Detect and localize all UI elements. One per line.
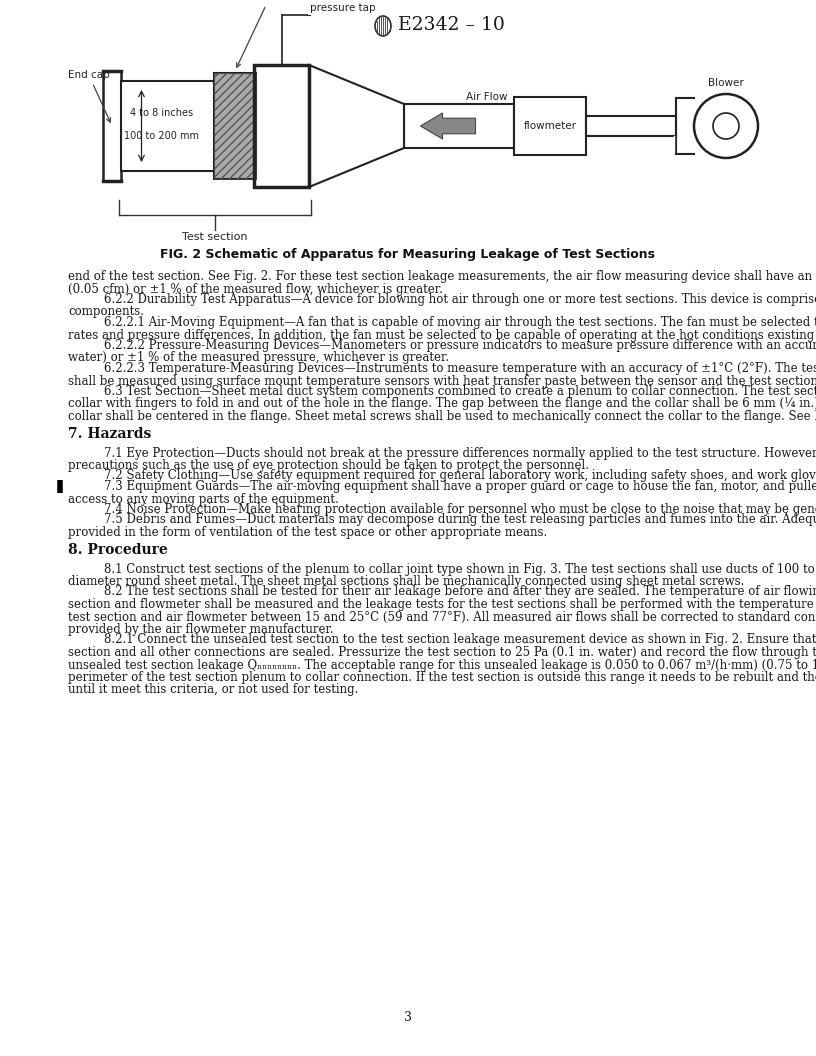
Circle shape [713,113,739,139]
Bar [214,73,256,180]
Text: 6.3 Test Section—Sheet metal duct system components combined to create a plenum : 6.3 Test Section—Sheet metal duct system… [104,385,816,398]
Text: 6.2.2 Durability Test Apparatus—A device for blowing hot air through one or more: 6.2.2 Durability Test Apparatus—A device… [104,293,816,306]
Text: diameter round sheet metal. The sheet metal sections shall be mechanically conne: diameter round sheet metal. The sheet me… [68,576,744,588]
Text: precautions such as the use of eye protection should be taken to protect the per: precautions such as the use of eye prote… [68,459,589,472]
Text: collar with fingers to fold in and out of the hole in the flange. The gap betwee: collar with fingers to fold in and out o… [68,397,816,411]
Text: water) or ±1 % of the measured pressure, whichever is greater.: water) or ±1 % of the measured pressure,… [68,352,449,364]
Polygon shape [420,113,476,139]
Text: 100 to 200 mm: 100 to 200 mm [124,131,199,142]
Text: 7. Hazards: 7. Hazards [68,427,152,440]
Text: 8.2.1 Connect the unsealed test section to the test section leakage measurement : 8.2.1 Connect the unsealed test section … [104,634,816,646]
Text: perimeter of the test section plenum to collar connection. If the test section i: perimeter of the test section plenum to … [68,671,816,684]
Text: Test section: Test section [182,232,248,242]
Polygon shape [309,65,404,187]
Text: 7.5 Debris and Fumes—Duct materials may decompose during the test releasing part: 7.5 Debris and Fumes—Duct materials may … [104,513,816,527]
Text: 8. Procedure: 8. Procedure [68,543,168,557]
Bar [121,81,256,171]
Text: End cap: End cap [68,70,110,122]
Text: section and all other connections are sealed. Pressurize the test section to 25 : section and all other connections are se… [68,646,816,659]
Text: 7.4 Noise Protection—Make hearing protection available for personnel who must be: 7.4 Noise Protection—Make hearing protec… [104,503,816,516]
Bar [514,97,586,155]
Text: 8.1 Construct test sections of the plenum to collar joint type shown in Fig. 3. : 8.1 Construct test sections of the plenu… [104,563,816,576]
Text: 6.2.2.1 Air-Moving Equipment—A fan that is capable of moving air through the tes: 6.2.2.1 Air-Moving Equipment—A fan that … [104,316,816,329]
Text: shall be measured using surface mount temperature sensors with heat transfer pas: shall be measured using surface mount te… [68,375,816,388]
Text: provided by the air flowmeter manufacturer.: provided by the air flowmeter manufactur… [68,623,334,636]
Bar [103,71,121,181]
Text: Air Flow: Air Flow [466,92,508,102]
Bar [586,116,676,136]
Text: (0.05 cfm) or ±1 % of the measured flow, whichever is greater.: (0.05 cfm) or ±1 % of the measured flow,… [68,283,443,296]
Text: E2342 – 10: E2342 – 10 [398,16,505,34]
Text: 7.3 Equipment Guards—The air-moving equipment shall have a proper guard or cage : 7.3 Equipment Guards—The air-moving equi… [104,480,816,493]
Text: unsealed test section leakage Qₙₙₙₙₙₙₙₙ. The acceptable range for this unsealed : unsealed test section leakage Qₙₙₙₙₙₙₙₙ.… [68,659,816,672]
Text: 7.2 Safety Clothing—Use safety equipment required for general laboratory work, i: 7.2 Safety Clothing—Use safety equipment… [104,470,816,483]
Text: collar shall be centered in the flange. Sheet metal screws shall be used to mech: collar shall be centered in the flange. … [68,410,816,423]
Text: until it meet this criteria, or not used for testing.: until it meet this criteria, or not used… [68,683,358,697]
Text: 4 to 8 inches: 4 to 8 inches [130,108,193,118]
Bar [214,73,256,180]
Text: 3: 3 [404,1011,412,1024]
Text: components.: components. [68,305,144,319]
Text: Seal under test: Seal under test [230,0,309,68]
Text: access to any moving parts of the equipment.: access to any moving parts of the equipm… [68,492,339,506]
Text: end of the test section. See Fig. 2. For these test section leakage measurements: end of the test section. See Fig. 2. For… [68,270,816,283]
Text: FIG. 2 Schematic of Apparatus for Measuring Leakage of Test Sections: FIG. 2 Schematic of Apparatus for Measur… [161,248,655,261]
Text: 6.2.2.2 Pressure-Measuring Devices—Manometers or pressure indicators to measure : 6.2.2.2 Pressure-Measuring Devices—Manom… [104,339,816,352]
Bar [254,65,309,187]
Text: rates and pressure differences. In addition, the fan must be selected to be capa: rates and pressure differences. In addit… [68,328,816,341]
Text: 8.2 The test sections shall be tested for their air leakage before and after the: 8.2 The test sections shall be tested fo… [104,585,816,599]
Ellipse shape [375,16,391,36]
Text: 6.2.2.3 Temperature-Measuring Devices—Instruments to measure temperature with an: 6.2.2.3 Temperature-Measuring Devices—In… [104,362,816,375]
Circle shape [694,94,758,158]
Bar [404,103,514,148]
Text: Blower: Blower [708,78,744,88]
Text: flowmeter: flowmeter [524,121,576,131]
Text: 7.1 Eye Protection—Ducts should not break at the pressure differences normally a: 7.1 Eye Protection—Ducts should not brea… [104,447,816,459]
Text: section and flowmeter shall be measured and the leakage tests for the test secti: section and flowmeter shall be measured … [68,598,816,611]
Text: pressure tap: pressure tap [309,3,375,13]
Text: provided in the form of ventilation of the test space or other appropriate means: provided in the form of ventilation of t… [68,526,548,539]
Text: test section and air flowmeter between 15 and 25°C (59 and 77°F). All measured a: test section and air flowmeter between 1… [68,610,816,623]
